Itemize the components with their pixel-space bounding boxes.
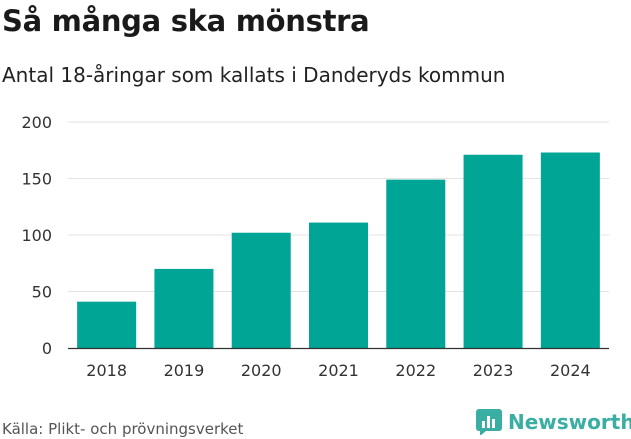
bar-2022[interactable] bbox=[386, 179, 446, 348]
x-tick-label: 2021 bbox=[318, 361, 359, 380]
chart-subtitle: Antal 18-åringar som kallats i Danderyds… bbox=[2, 63, 506, 87]
brand-name: Newsworthy bbox=[508, 410, 631, 434]
x-tick-label: 2020 bbox=[241, 361, 282, 380]
x-tick-label: 2023 bbox=[473, 361, 514, 380]
bar-2018[interactable] bbox=[77, 301, 137, 348]
bar-2024[interactable] bbox=[540, 152, 600, 348]
source-note: Källa: Plikt- och prövningsverket bbox=[2, 420, 244, 438]
y-tick-label: 150 bbox=[21, 170, 52, 189]
x-tick-label: 2018 bbox=[86, 361, 127, 380]
bar-2023[interactable] bbox=[463, 154, 523, 348]
brand-logo[interactable]: Newsworthy bbox=[476, 408, 631, 436]
y-tick-label: 50 bbox=[32, 283, 52, 302]
bar-2020[interactable] bbox=[231, 232, 291, 348]
chart-title: Så många ska mönstra bbox=[2, 4, 370, 38]
x-tick-label: 2022 bbox=[395, 361, 436, 380]
bar-chart: 0 50 100 150 200 2018 2019 2020 2021 2022 2023 2024 bbox=[21, 113, 609, 380]
bar-2019[interactable] bbox=[154, 268, 214, 348]
x-tick-label: 2019 bbox=[164, 361, 205, 380]
y-tick-label: 100 bbox=[21, 226, 52, 245]
bar-chart-logo-icon bbox=[476, 409, 502, 435]
bar-2021[interactable] bbox=[309, 222, 368, 348]
y-tick-label: 200 bbox=[21, 113, 52, 132]
x-tick-label: 2024 bbox=[550, 361, 591, 380]
y-tick-label: 0 bbox=[42, 339, 52, 358]
